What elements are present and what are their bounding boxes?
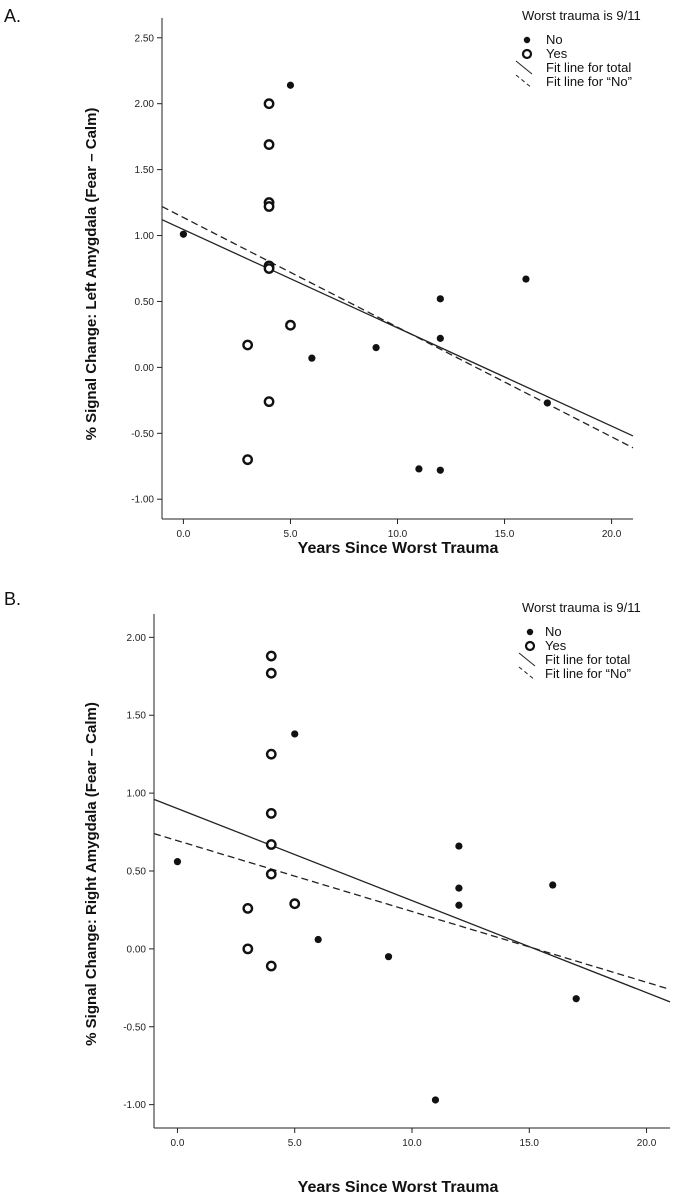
legend-label: Fit line for “No” — [546, 74, 632, 89]
legend-marker-yes — [521, 48, 533, 60]
y-tick-label: 0.00 — [127, 944, 147, 955]
panel-a-marks — [161, 81, 634, 474]
legend-label: Fit line for “No” — [545, 666, 631, 681]
x-tick-label: 0.0 — [171, 1138, 185, 1149]
y-tick-label: -0.50 — [131, 429, 154, 440]
y-tick-label: 0.50 — [135, 297, 155, 308]
panel-b-y-axis-label: % Signal Change: Right Amygdala (Fear – … — [83, 702, 100, 1046]
point-no — [455, 842, 463, 850]
x-tick-label: 5.0 — [284, 529, 298, 540]
legend-label: Fit line for total — [545, 652, 630, 667]
legend-label: Yes — [545, 638, 567, 653]
point-no — [436, 466, 444, 474]
y-tick-label: 2.00 — [127, 633, 147, 644]
legend-label: No — [545, 624, 562, 639]
x-tick-label: 20.0 — [602, 529, 622, 540]
point-yes — [265, 807, 277, 819]
legend-marker-no — [523, 36, 531, 44]
y-tick-label: -1.00 — [123, 1100, 146, 1111]
x-tick-label: 10.0 — [402, 1138, 422, 1149]
panel-a-y-axis-label: % Signal Change: Left Amygdala (Fear – C… — [83, 108, 100, 441]
point-no — [314, 935, 322, 944]
panel-b-axes: -1.00 -0.50 0.00 0.50 1.00 1.50 2.00 0.0 5.0 10.0… — [123, 614, 670, 1149]
legend-label: Fit line for total — [546, 60, 631, 75]
legend-title: Worst trauma is 9/11 — [522, 8, 641, 23]
legend-label: No — [546, 32, 563, 47]
point-no — [455, 884, 463, 892]
y-tick-label: 2.00 — [135, 99, 155, 110]
point-yes — [242, 339, 254, 351]
legend-label: Yes — [546, 46, 568, 61]
y-tick-label: 1.00 — [127, 789, 147, 800]
point-no — [572, 995, 580, 1003]
y-tick-label: 2.50 — [135, 33, 155, 44]
point-no — [543, 399, 551, 407]
point-yes — [265, 667, 277, 679]
point-yes — [289, 898, 301, 910]
panel-a-x-axis-label: Years Since Worst Trauma — [298, 540, 499, 557]
point-yes — [242, 454, 254, 466]
panel-b-label: B. — [4, 589, 21, 609]
legend-line-total — [515, 60, 533, 75]
point-yes — [265, 650, 277, 662]
point-no — [384, 953, 393, 961]
point-no — [436, 334, 444, 342]
x-tick-label: 15.0 — [520, 1138, 540, 1149]
y-tick-label: 1.50 — [135, 165, 155, 176]
legend-title: Worst trauma is 9/11 — [522, 600, 641, 615]
y-tick-label: 1.00 — [135, 231, 155, 242]
point-no — [522, 275, 530, 283]
point-yes — [263, 263, 275, 274]
point-yes — [263, 201, 275, 212]
point-yes — [265, 748, 277, 760]
point-no — [436, 295, 444, 303]
panel-a: A. % Signal Change: Left Amygdala (Fear … — [4, 6, 641, 557]
point-no — [179, 230, 188, 238]
point-no — [415, 465, 423, 473]
fit-line-no — [161, 205, 634, 449]
fit-line-total — [153, 798, 671, 1003]
x-tick-label: 20.0 — [637, 1138, 657, 1149]
y-tick-label: -1.00 — [131, 495, 154, 506]
point-no — [372, 344, 380, 352]
point-yes — [242, 943, 254, 955]
y-tick-label: 0.00 — [135, 363, 155, 374]
panel-b: B. % Signal Change: Right Amygdala (Fear… — [4, 589, 671, 1196]
panel-b-x-axis-label: Years Since Worst Trauma — [298, 1179, 499, 1196]
point-no — [431, 1096, 440, 1104]
point-yes — [263, 396, 275, 408]
legend-marker-yes — [524, 640, 536, 652]
point-yes — [285, 319, 296, 331]
panel-a-label: A. — [4, 6, 21, 26]
panel-b-marks — [153, 650, 671, 1104]
x-tick-label: 15.0 — [495, 529, 515, 540]
point-yes — [265, 839, 277, 850]
point-yes — [265, 960, 277, 972]
y-tick-label: 1.50 — [127, 711, 147, 722]
point-no — [455, 901, 463, 909]
y-tick-label: 0.50 — [127, 867, 147, 878]
point-yes — [263, 139, 275, 150]
point-yes — [263, 98, 275, 110]
legend-line-total — [518, 652, 536, 667]
x-tick-label: 0.0 — [176, 529, 190, 540]
point-no — [308, 354, 316, 362]
point-no — [173, 858, 182, 866]
y-tick-label: -0.50 — [123, 1022, 146, 1033]
legend-line-no — [515, 74, 533, 89]
point-yes — [265, 868, 277, 880]
point-no — [549, 881, 557, 889]
legend-marker-no — [526, 628, 534, 636]
point-no — [291, 730, 299, 738]
x-tick-label: 5.0 — [288, 1138, 302, 1149]
legend-line-no — [518, 666, 536, 681]
panel-a-axes: -1.00 -0.50 0.00 0.50 1.00 1.50 2.00 2.50 0.0 5.0… — [131, 18, 633, 540]
x-tick-label: 10.0 — [388, 529, 408, 540]
point-yes — [242, 902, 254, 914]
point-no — [286, 81, 295, 89]
fit-line-no — [153, 832, 671, 990]
